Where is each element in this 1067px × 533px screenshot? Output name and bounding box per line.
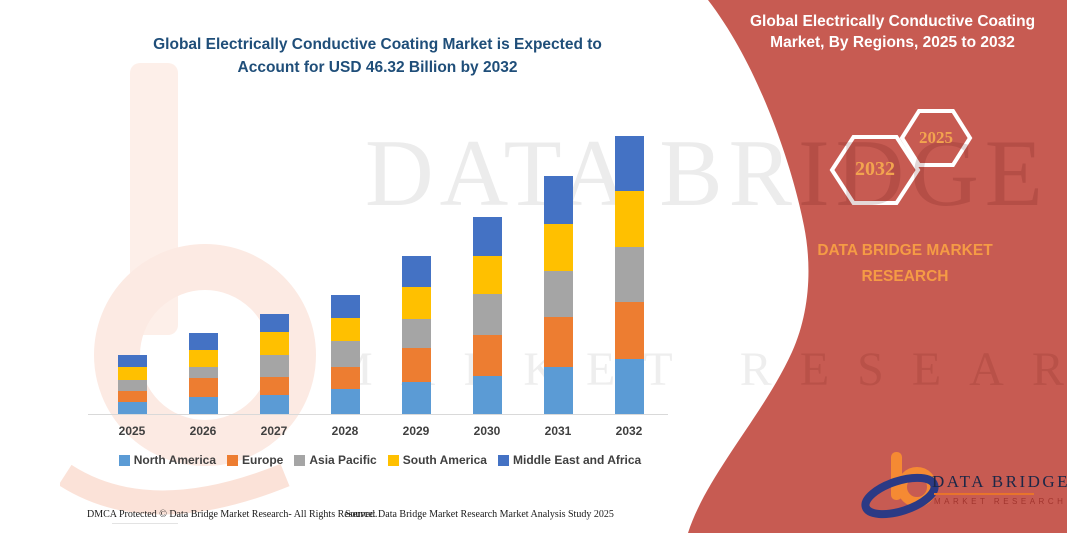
legend-label: Europe	[242, 453, 284, 467]
bar-segment-south-america-2031	[543, 223, 573, 271]
legend-label: North America	[133, 453, 217, 467]
legend-swatch-icon	[497, 454, 509, 466]
red-panel-shape	[688, 0, 1067, 533]
bar-segment-north-america-2031	[543, 366, 573, 414]
x-axis-label-2025: 2025	[118, 424, 146, 438]
logo-underline	[934, 493, 1034, 495]
bar-segment-middle-east-and-africa-2029	[401, 255, 431, 287]
legend-label: Asia Pacific	[309, 453, 377, 467]
footer-source-text: Source: Data Bridge Market Research Mark…	[345, 509, 614, 520]
bar-segment-middle-east-and-africa-2030	[472, 217, 502, 256]
x-axis-label-2030: 2030	[473, 424, 501, 438]
x-axis-label-2032: 2032	[615, 424, 643, 438]
bar-segment-europe-2030	[472, 335, 502, 376]
chart-title: Global Electrically Conductive Coating M…	[105, 33, 650, 79]
bar-segment-north-america-2025	[117, 402, 147, 414]
x-axis-label-2029: 2029	[402, 424, 430, 438]
chart-title-line1: Global Electrically Conductive Coating M…	[153, 36, 602, 53]
bar-segment-europe-2026	[188, 378, 218, 397]
b-swoosh-shape	[60, 463, 290, 515]
bar-segment-asia-pacific-2028	[330, 341, 360, 367]
bar-segment-north-america-2030	[472, 375, 502, 414]
x-axis-label-2026: 2026	[189, 424, 217, 438]
brand-name-text: DATA BRIDGE MARKET RESEARCH	[760, 238, 1050, 290]
bar-segment-south-america-2026	[188, 349, 218, 367]
footer-dmca-text: DMCA Protected © Data Bridge Market Rese…	[87, 509, 378, 520]
bar-segment-asia-pacific-2025	[117, 380, 147, 391]
legend-swatch-icon	[118, 454, 130, 466]
bar-segment-middle-east-and-africa-2026	[188, 333, 218, 350]
logo-d-swoosh	[861, 473, 939, 519]
bar-segment-asia-pacific-2026	[188, 366, 218, 378]
brand-name-line2: RESEARCH	[861, 268, 949, 285]
legend-label: South America	[402, 453, 487, 467]
bar-segment-europe-2027	[259, 377, 289, 395]
bar-segment-asia-pacific-2030	[472, 294, 502, 336]
panel-title-line1: Global Electrically Conductive Coating	[749, 13, 1036, 30]
bar-segment-middle-east-and-africa-2027	[259, 314, 289, 332]
bar-segment-asia-pacific-2031	[543, 270, 573, 318]
legend-item-north-america: North America	[118, 453, 217, 467]
x-axis-label-2027: 2027	[260, 424, 288, 438]
bar-segment-europe-2028	[330, 366, 360, 390]
bar-segment-north-america-2027	[259, 394, 289, 414]
legend-item-europe: Europe	[227, 453, 283, 467]
legend-label: Middle East and Africa	[512, 453, 642, 467]
legend-swatch-icon	[387, 454, 399, 466]
b-bowl-shape	[94, 244, 316, 466]
hexagon-2025-label: 2025	[919, 128, 953, 147]
legend-item-middle-east-and-africa: Middle East and Africa	[497, 453, 642, 467]
bar-segment-europe-2032	[614, 302, 644, 359]
x-axis-line	[88, 414, 668, 415]
panel-title: Global Electrically Conductive Coating M…	[725, 11, 1060, 53]
bar-segment-north-america-2029	[401, 382, 431, 414]
brand-b-watermark	[60, 63, 316, 515]
bar-segment-middle-east-and-africa-2028	[330, 294, 360, 318]
legend-swatch-icon	[227, 454, 239, 466]
bar-segment-europe-2031	[543, 317, 573, 367]
hexagon-2032	[829, 135, 921, 205]
bar-segment-north-america-2026	[188, 396, 218, 414]
legend-item-asia-pacific: Asia Pacific	[294, 453, 377, 467]
chart-legend: North America Europe Asia Pacific South Ame…	[85, 453, 675, 467]
legend-swatch-icon	[294, 454, 306, 466]
bar-segment-middle-east-and-africa-2025	[117, 354, 147, 368]
logo-sub-text: MARKET RESEARCH	[934, 497, 1067, 506]
bar-segment-europe-2029	[401, 348, 431, 383]
bar-segment-south-america-2029	[401, 286, 431, 320]
bar-segment-south-america-2032	[614, 191, 644, 248]
bar-segment-south-america-2025	[117, 367, 147, 381]
panel-title-line2: Market, By Regions, 2025 to 2032	[770, 34, 1015, 51]
bar-segment-north-america-2032	[614, 358, 644, 414]
bar-segment-south-america-2030	[472, 255, 502, 294]
bar-segment-middle-east-and-africa-2032	[614, 136, 644, 192]
data-bridge-logo-icon	[861, 452, 939, 519]
bar-segment-south-america-2028	[330, 318, 360, 342]
chart-title-line2: Account for USD 46.32 Billion by 2032	[237, 59, 518, 76]
hexagon-2025	[899, 109, 973, 167]
bar-segment-asia-pacific-2032	[614, 247, 644, 303]
bar-segment-asia-pacific-2027	[259, 355, 289, 378]
bar-segment-asia-pacific-2029	[401, 319, 431, 348]
x-axis-label-2031: 2031	[544, 424, 572, 438]
bar-segment-middle-east-and-africa-2031	[543, 176, 573, 224]
hexagon-2032-label: 2032	[855, 158, 895, 180]
bar-segment-north-america-2028	[330, 389, 360, 414]
footer-divider-line	[112, 523, 178, 524]
legend-item-south-america: South America	[387, 453, 487, 467]
bar-segment-europe-2025	[117, 390, 147, 402]
bar-segment-south-america-2027	[259, 331, 289, 356]
brand-name-line1: DATA BRIDGE MARKET	[817, 242, 993, 259]
logo-name-text: DATA BRIDGE	[932, 472, 1067, 491]
x-axis-label-2028: 2028	[331, 424, 359, 438]
